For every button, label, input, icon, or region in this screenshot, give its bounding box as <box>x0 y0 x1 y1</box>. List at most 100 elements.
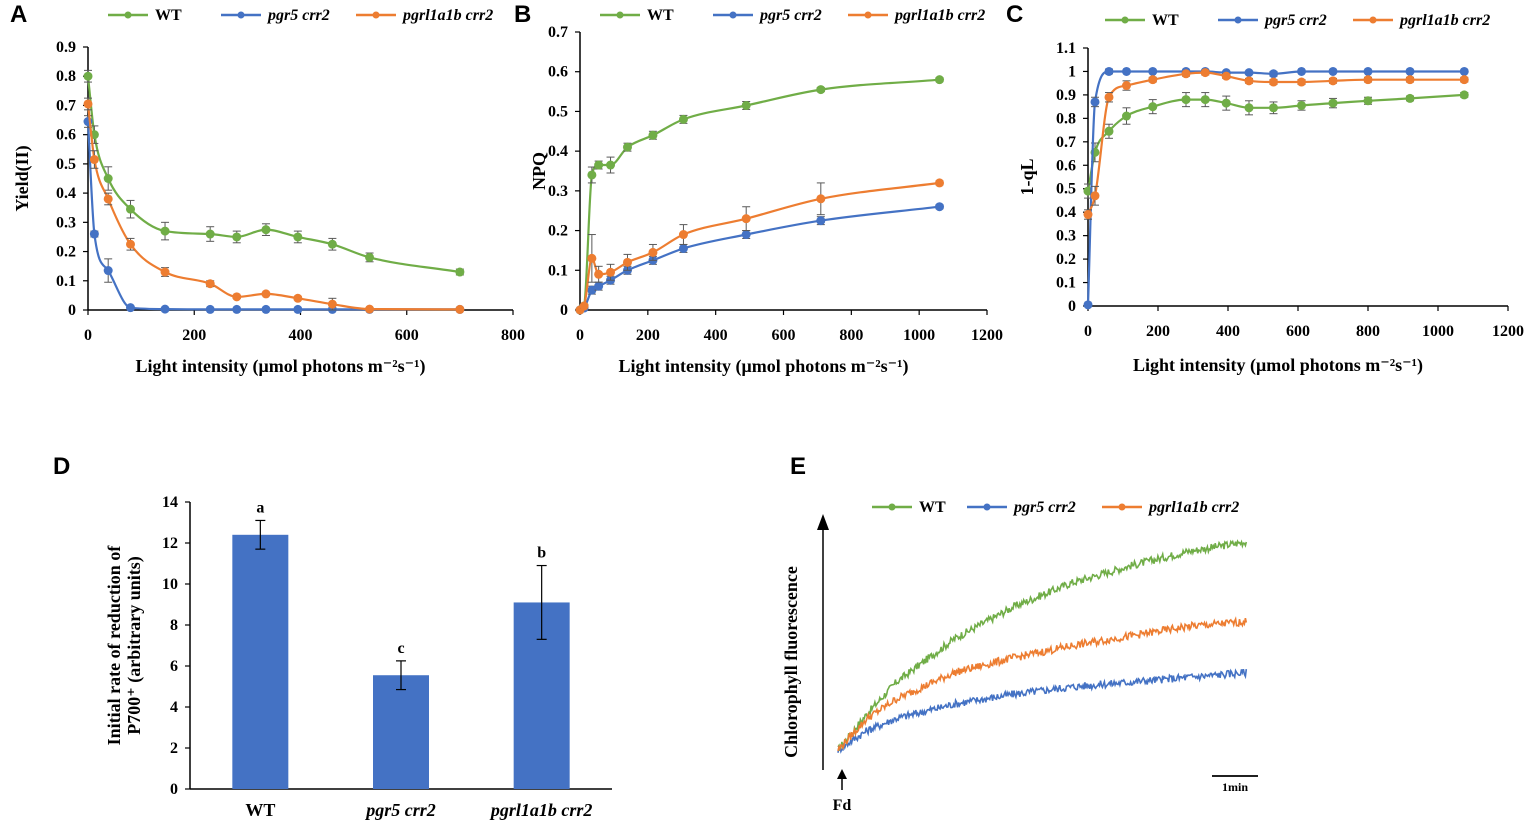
data-point <box>816 216 826 226</box>
y-tick-label: 0.3 <box>56 214 76 231</box>
data-point <box>741 214 751 224</box>
data-point <box>160 304 170 314</box>
data-point <box>1200 95 1210 105</box>
x-tick-label: 600 <box>1286 323 1310 340</box>
data-point <box>83 99 93 109</box>
fd-label: Fd <box>833 797 852 814</box>
x-tick-label: 0 <box>84 327 92 344</box>
y-tick-label: 0.2 <box>1056 251 1076 268</box>
data-point <box>327 299 337 309</box>
series-wt <box>1083 90 1469 199</box>
data-point <box>1090 97 1100 107</box>
data-point <box>1405 75 1415 85</box>
x-tick-label: 1000 <box>903 327 935 344</box>
data-point <box>1122 81 1131 91</box>
data-point <box>1221 71 1231 81</box>
y-tick-label: 0.4 <box>548 143 568 160</box>
x-tick-label: 800 <box>839 327 863 344</box>
data-point <box>1269 69 1278 79</box>
data-point <box>678 230 688 240</box>
significance-letter: a <box>256 499 264 516</box>
series-pgr5 <box>575 202 945 315</box>
data-point <box>89 155 99 165</box>
data-point <box>1104 66 1114 76</box>
data-point <box>741 100 751 110</box>
data-point <box>1122 111 1131 121</box>
data-point <box>126 204 135 214</box>
series-pgrl1 <box>83 97 465 314</box>
legend-item-swatch-marker <box>983 503 991 511</box>
legend-item-label: WT <box>919 499 946 516</box>
series-wt <box>83 69 465 277</box>
data-point <box>1363 75 1373 85</box>
data-point <box>587 285 597 295</box>
significance-letter: b <box>537 545 546 562</box>
y-tick-label: 0 <box>68 302 76 319</box>
data-point <box>1104 92 1114 102</box>
data-point <box>935 178 945 188</box>
bar <box>232 534 289 789</box>
data-point <box>103 266 113 276</box>
legend-item-label: pgr5 crr2 <box>758 7 822 24</box>
data-point <box>327 239 337 249</box>
y-tick-label: 0.7 <box>548 24 568 41</box>
y-axis-title: Chlorophyll fluorescence <box>781 566 801 758</box>
data-point <box>205 279 215 289</box>
series-line <box>579 205 940 312</box>
series-line <box>579 78 940 312</box>
x-tick-label: 800 <box>1356 323 1380 340</box>
y-tick-label: 8 <box>170 617 178 634</box>
data-point <box>741 230 751 240</box>
panel-letter: C <box>1006 1 1023 28</box>
y-tick-label: 0 <box>1068 298 1076 315</box>
y-tick-label: 0.1 <box>1056 275 1076 292</box>
series-line <box>86 103 460 311</box>
panel-c: C 0 0.1 0.2 0.3 0.4 0.5 0.6 0.7 0.8 0.9 1 1.1 0 200 400… <box>1006 1 1524 376</box>
data-point <box>83 71 93 81</box>
legend-item-swatch-marker <box>1369 16 1377 24</box>
data-point <box>261 289 271 299</box>
y-tick-label: 0 <box>560 302 568 319</box>
trace-pgrl1 <box>837 616 1248 752</box>
y-tick-label: 0.5 <box>1056 181 1076 198</box>
y-tick-label: 0.3 <box>1056 228 1076 245</box>
y-tick-label: 0.2 <box>548 223 568 240</box>
data-point <box>1459 90 1469 100</box>
trace-pgr5 <box>837 668 1248 754</box>
legend-item-label: pgrl1a1b crr2 <box>893 7 985 24</box>
legend-item-label: pgrl1a1b crr2 <box>1147 499 1239 516</box>
y-tick-label: 0.7 <box>56 97 76 114</box>
data-point <box>365 304 375 314</box>
data-point <box>1083 300 1093 310</box>
legend-item-label: pgrl1a1b crr2 <box>401 7 493 24</box>
y-tick-label: 0.9 <box>56 39 76 56</box>
y-tick-label: 4 <box>170 699 178 716</box>
y-tick-label: 0.6 <box>1056 157 1076 174</box>
panel-d: D 0 2 4 6 8 10 12 14 Initial rate of reduction of… <box>53 453 612 820</box>
x-tick-label: 200 <box>182 327 206 344</box>
y-tick-label: 2 <box>170 740 178 757</box>
x-tick-label: 600 <box>772 327 796 344</box>
data-point <box>1083 210 1093 220</box>
data-point <box>678 114 688 124</box>
y-axis-title: 1-qL <box>1017 158 1037 195</box>
x-category-label: pgr5 crr2 <box>364 800 436 820</box>
legend-item-swatch-marker <box>864 11 872 19</box>
y-axis-title: Yield(II) <box>12 145 33 211</box>
series-line <box>86 76 461 274</box>
y-tick-label: 0.9 <box>1056 87 1076 104</box>
data-point <box>365 252 375 262</box>
data-point <box>1244 68 1254 78</box>
data-point <box>1405 93 1415 103</box>
x-tick-label: 400 <box>1216 323 1240 340</box>
data-point <box>816 194 826 204</box>
data-point <box>293 293 303 303</box>
x-axis-title: Light intensity (μmol photons m⁻²s⁻¹) <box>135 356 425 377</box>
x-tick-label: 0 <box>1084 323 1092 340</box>
x-tick-label: 400 <box>289 327 313 344</box>
data-point <box>678 243 688 253</box>
data-point <box>1297 100 1306 110</box>
y-tick-label: 10 <box>162 576 178 593</box>
panel-a: A 0 0.1 0.2 0.3 0.4 0.5 0.6 0.7 0.8 0.9 0 200 400 600 8… <box>10 1 525 377</box>
legend-item-label: WT <box>155 7 182 24</box>
